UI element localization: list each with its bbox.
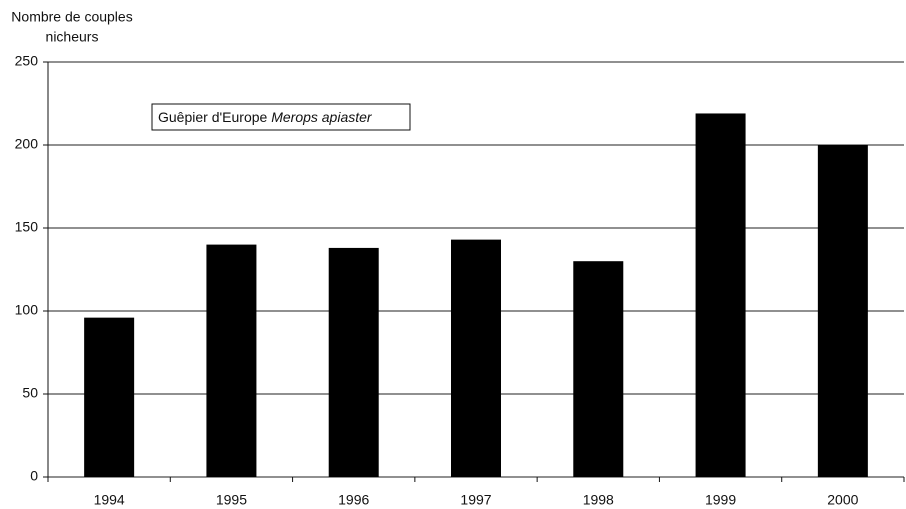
y-axis-label: Nombre de couples — [11, 9, 132, 25]
x-tick-label: 1999 — [705, 492, 736, 508]
y-axis-label: nicheurs — [46, 29, 99, 45]
bar — [84, 317, 135, 477]
x-tick-label: 1997 — [460, 492, 491, 508]
x-tick-label: 1995 — [216, 492, 247, 508]
bar — [817, 145, 868, 477]
y-tick-label: 0 — [30, 468, 38, 484]
x-tick-label: 1994 — [94, 492, 125, 508]
bar — [573, 261, 624, 477]
y-tick-label: 250 — [15, 53, 39, 69]
bar — [451, 239, 501, 477]
annotation-species: Merops apiaster — [271, 109, 373, 125]
y-tick-label: 100 — [15, 302, 39, 318]
x-tick-label: 2000 — [827, 492, 858, 508]
bar — [328, 247, 379, 477]
y-tick-label: 200 — [15, 136, 39, 152]
y-tick-label: 150 — [15, 219, 39, 235]
x-tick-label: 1996 — [338, 492, 369, 508]
annotation-box — [151, 103, 411, 131]
x-tick-label: 1998 — [583, 492, 614, 508]
y-tick-label: 50 — [22, 385, 38, 401]
annotation-text: Guêpier d'Europe — [158, 109, 268, 125]
bar — [695, 113, 746, 478]
bar — [206, 244, 257, 477]
annotation: Guêpier d'Europe Merops apiaster — [158, 109, 373, 125]
